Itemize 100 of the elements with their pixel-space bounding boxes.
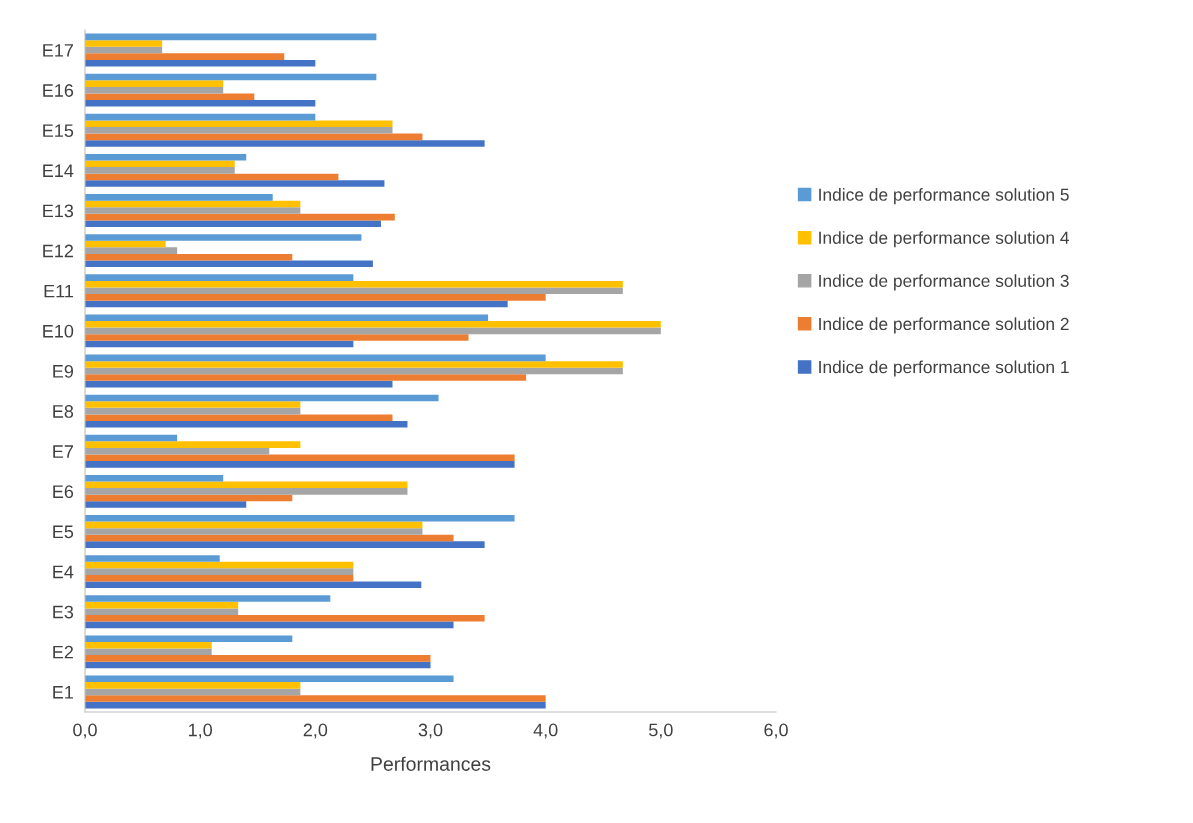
bar bbox=[85, 380, 393, 388]
y-tick-label: E13 bbox=[43, 204, 74, 218]
bar bbox=[85, 528, 423, 535]
bar bbox=[85, 541, 485, 548]
bar bbox=[85, 461, 515, 468]
y-tick-label: E9 bbox=[53, 364, 74, 378]
bar bbox=[85, 327, 661, 335]
x-tick-label: 3,0 bbox=[418, 723, 443, 739]
bar bbox=[85, 127, 393, 134]
bar bbox=[85, 46, 163, 54]
bar bbox=[85, 234, 362, 241]
bar bbox=[85, 555, 220, 562]
bar bbox=[85, 661, 431, 669]
bar bbox=[85, 447, 270, 455]
bar bbox=[85, 574, 354, 582]
bar bbox=[85, 515, 515, 522]
x-tick-label: 1,0 bbox=[188, 723, 213, 739]
bar bbox=[85, 655, 431, 662]
x-tick-label: 5,0 bbox=[649, 723, 673, 739]
bar bbox=[85, 488, 408, 495]
bar bbox=[85, 648, 212, 656]
bar bbox=[85, 401, 301, 408]
bar bbox=[85, 407, 301, 415]
bar bbox=[85, 314, 489, 322]
y-tick-label: E15 bbox=[43, 124, 74, 138]
bar bbox=[85, 688, 301, 696]
y-tick-label: E3 bbox=[53, 605, 74, 619]
bar bbox=[85, 59, 316, 67]
bar bbox=[85, 253, 293, 261]
bar bbox=[85, 601, 239, 609]
y-tick-label: E2 bbox=[53, 645, 73, 659]
bar bbox=[85, 454, 515, 462]
x-tick-label: 4,0 bbox=[533, 723, 558, 739]
bar bbox=[85, 300, 508, 308]
bar bbox=[85, 287, 623, 295]
y-tick-label: E14 bbox=[43, 164, 74, 177]
bar bbox=[85, 361, 623, 368]
y-tick-label: E11 bbox=[44, 284, 74, 298]
legend-label: Indice de performance solution 2 bbox=[819, 317, 1069, 334]
bar bbox=[85, 294, 546, 301]
bar bbox=[85, 113, 316, 121]
bar bbox=[85, 621, 454, 629]
y-tick-label: E5 bbox=[53, 525, 74, 539]
bar bbox=[85, 581, 422, 589]
bar bbox=[85, 160, 235, 168]
bar bbox=[85, 695, 546, 702]
bar bbox=[85, 86, 224, 94]
legend-label: Indice de performance solution 4 bbox=[819, 231, 1070, 248]
bar bbox=[85, 374, 527, 381]
bar bbox=[85, 501, 247, 508]
bar bbox=[85, 180, 385, 187]
y-tick-label: E8 bbox=[53, 405, 74, 418]
bar bbox=[85, 133, 423, 141]
bar bbox=[85, 434, 178, 442]
x-tick-label: 6,0 bbox=[764, 723, 788, 739]
bar bbox=[85, 213, 395, 221]
bar bbox=[85, 494, 293, 502]
bar bbox=[85, 260, 373, 268]
bar bbox=[85, 701, 546, 709]
bar bbox=[85, 153, 247, 161]
x-tick-label: 2,0 bbox=[303, 723, 328, 739]
bar bbox=[85, 274, 354, 281]
x-axis-title: Performances bbox=[371, 756, 491, 771]
y-tick-label: E1 bbox=[53, 686, 74, 699]
bar bbox=[85, 682, 301, 689]
bar bbox=[85, 73, 377, 81]
bar bbox=[85, 200, 301, 208]
bar bbox=[85, 561, 354, 569]
legend-label: Indice de performance solution 1 bbox=[819, 360, 1069, 377]
bar bbox=[85, 140, 485, 147]
y-tick-label: E10 bbox=[43, 324, 74, 338]
bar bbox=[85, 534, 454, 542]
bar bbox=[85, 120, 393, 127]
y-tick-label: E7 bbox=[53, 445, 73, 458]
bar bbox=[85, 481, 408, 489]
y-tick-label: E16 bbox=[43, 84, 74, 97]
bar bbox=[85, 33, 377, 41]
bar bbox=[85, 420, 408, 428]
y-tick-label: E12 bbox=[43, 244, 73, 258]
bar bbox=[85, 394, 439, 402]
y-tick-label: E17 bbox=[43, 44, 73, 57]
bar bbox=[85, 100, 316, 107]
bar bbox=[85, 93, 255, 101]
bar bbox=[85, 354, 546, 362]
bar bbox=[85, 207, 301, 214]
bar bbox=[85, 247, 178, 254]
legend-label: Indice de performance solution 3 bbox=[819, 274, 1069, 291]
bar bbox=[85, 595, 331, 602]
bar bbox=[85, 173, 339, 181]
bar bbox=[85, 167, 235, 174]
bar bbox=[85, 80, 224, 87]
bar bbox=[85, 53, 285, 60]
bar bbox=[85, 474, 224, 482]
bar bbox=[85, 280, 623, 288]
y-tick-label: E4 bbox=[53, 565, 74, 579]
bar bbox=[85, 40, 163, 47]
bar bbox=[85, 321, 661, 328]
bar bbox=[85, 334, 469, 341]
bar bbox=[85, 441, 301, 448]
bar bbox=[85, 521, 423, 529]
